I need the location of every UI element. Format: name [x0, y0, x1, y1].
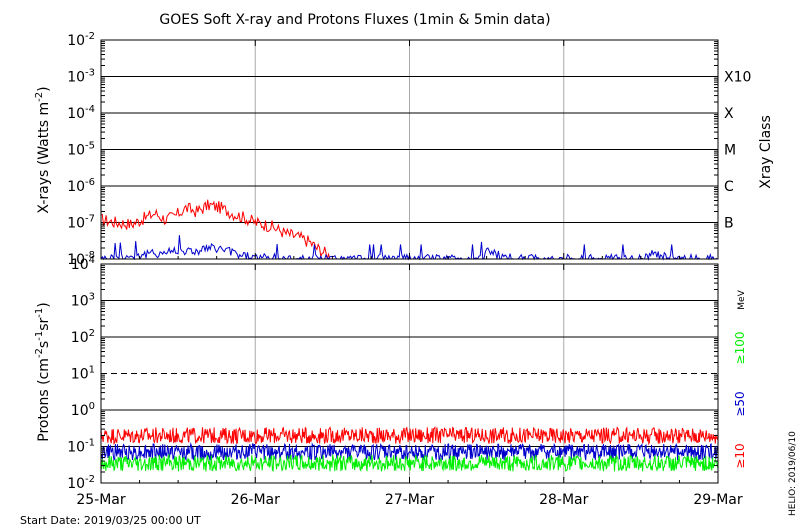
y-tick-exponent: -4	[85, 104, 95, 115]
y-tick-label: 10-3	[67, 68, 95, 86]
start-date: Start Date: 2019/03/25 00:00 UT	[20, 514, 201, 527]
y-tick-exponent: -8	[85, 250, 95, 261]
y-tick-label: 10-7	[67, 214, 95, 232]
y-tick-label: 101	[71, 365, 95, 383]
xray-class-label: C	[724, 179, 734, 195]
y-tick-base: 10	[67, 179, 85, 195]
proton-green-series	[100, 453, 719, 473]
y-tick-base: 10	[67, 216, 85, 232]
y-tick-base: 10	[67, 33, 85, 49]
energy-label: ≥100	[733, 332, 747, 365]
xray-class-label: X10	[724, 70, 751, 86]
y-tick-label: 102	[71, 328, 95, 346]
xray-red-series	[100, 199, 332, 260]
y-tick-exponent: -7	[85, 214, 95, 225]
y-tick-label: 103	[71, 292, 95, 310]
y-tick-exponent: -2	[85, 31, 95, 42]
y-tick-base: 10	[71, 257, 89, 273]
y-tick-label: 104	[71, 255, 95, 273]
xray-class-label: M	[724, 143, 736, 159]
x-tick-label: 26-Mar	[231, 492, 281, 508]
y-tick-exponent: -2	[85, 474, 95, 485]
energy-label: ≥10	[733, 443, 747, 468]
y-tick-exponent: 2	[89, 328, 95, 339]
energy-label: ≥50	[733, 391, 747, 416]
y-tick-exponent: 4	[89, 255, 95, 266]
y-tick-label: 10-2	[67, 474, 95, 492]
x-tick-label: 27-Mar	[385, 492, 435, 508]
y-tick-exponent: -6	[85, 177, 95, 188]
y-tick-base: 10	[71, 330, 89, 346]
y-tick-label: 10-1	[67, 438, 95, 456]
y-tick-base: 10	[67, 440, 85, 456]
xray-class-axis-title: Xray Class	[758, 115, 774, 189]
y-tick-label: 10-5	[67, 141, 95, 159]
proton-axis-label: Protons (cm-2s-1sr-1)	[34, 302, 52, 441]
y-tick-base: 10	[71, 403, 89, 419]
x-tick-label: 29-Mar	[693, 492, 743, 508]
y-tick-base: 10	[71, 294, 89, 310]
xray-class-label: X	[724, 106, 734, 122]
energy-unit-label: MeV	[737, 289, 747, 309]
y-tick-base: 10	[67, 106, 85, 122]
y-tick-exponent: -3	[85, 68, 95, 79]
x-tick-label: 25-Mar	[76, 492, 126, 508]
y-tick-exponent: 1	[89, 365, 95, 376]
y-tick-exponent: -1	[85, 438, 95, 449]
x-tick-label: 28-Mar	[539, 492, 589, 508]
y-tick-label: 10-2	[67, 31, 95, 49]
chart-title: GOES Soft X-ray and Protons Fluxes (1min…	[159, 12, 550, 28]
y-tick-base: 10	[67, 476, 85, 492]
y-tick-exponent: -5	[85, 141, 95, 152]
y-tick-label: 10-8	[67, 250, 95, 268]
y-tick-base: 10	[71, 367, 89, 383]
y-tick-exponent: 3	[89, 292, 95, 303]
y-tick-label: 100	[71, 401, 95, 419]
proton-red-series	[100, 426, 719, 446]
y-tick-label: 10-6	[67, 177, 95, 195]
xray-blue-series	[100, 235, 717, 261]
credit-stamp: HELIO: 2019/06/10	[788, 431, 798, 516]
y-tick-base: 10	[67, 70, 85, 86]
xray-axis-label: X-rays (Watts m-2)	[34, 86, 52, 213]
y-tick-base: 10	[67, 252, 85, 268]
y-tick-base: 10	[67, 143, 85, 159]
xray-class-label: B	[724, 216, 734, 232]
proton-blue-series	[100, 442, 719, 462]
y-tick-label: 10-4	[67, 104, 95, 122]
y-tick-exponent: 0	[89, 401, 95, 412]
